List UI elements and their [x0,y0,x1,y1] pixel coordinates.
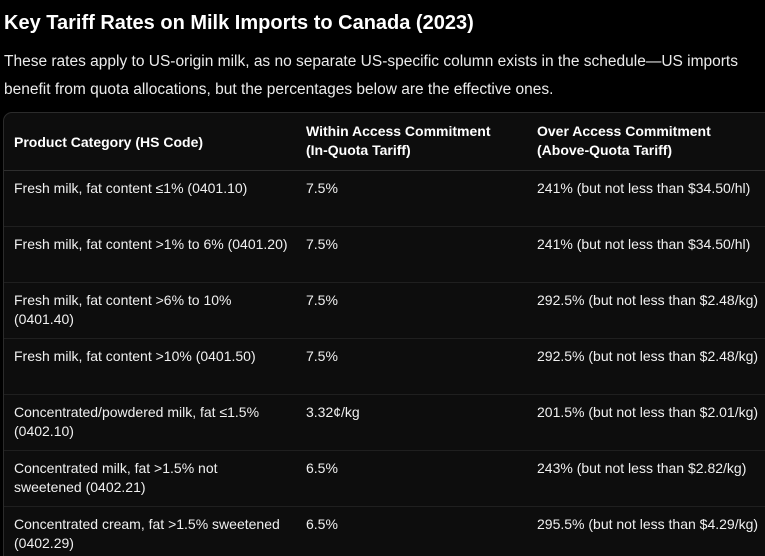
cell-product-category: Concentrated cream, fat >1.5% sweetened … [14,516,280,551]
header-within-access-line1: Within Access Commitment [306,123,491,139]
cell-over-access: 201.5% (but not less than $2.01/kg) [527,394,765,451]
cell-over-access: 292.5% (but not less than $2.48/kg) [527,338,765,395]
cell-within-access: 6.5% [306,516,338,532]
header-over-access-line1: Over Access Commitment [537,123,711,139]
table-row: Concentrated cream, fat >1.5% sweetened … [4,507,765,556]
cell-product-category: Fresh milk, fat content ≤1% (0401.10) [4,170,296,227]
cell-over-access: 241% (but not less than $34.50/hl) [527,170,765,227]
cell-product-category: Fresh milk, fat content >6% to 10% (0401… [4,282,296,339]
table-row: Fresh milk, fat content >1% to 6% (0401.… [4,226,765,283]
tariff-table-card: Product Category (HS Code) Within Access… [3,112,765,556]
cell-product-category: Fresh milk, fat content >1% to 6% (0401.… [4,226,296,283]
header-product-category: Product Category (HS Code) [4,113,296,171]
cell-over-access: 292.5% (but not less than $2.48/kg) [527,282,765,339]
cell-product-category: Concentrated milk, fat >1.5% not sweeten… [4,450,296,507]
intro-paragraph: These rates apply to US-origin milk, as … [4,53,738,98]
page-title: Key Tariff Rates on Milk Imports to Cana… [4,12,474,34]
table-row: Fresh milk, fat content >6% to 10% (0401… [4,282,765,339]
table-row: Fresh milk, fat content >10% (0401.50) 7.… [4,338,765,395]
cell-within-access: 7.5% [296,226,527,283]
cell-within-access: 6.5% [296,450,527,507]
cell-within-access: 7.5% [296,170,527,227]
cell-within-access: 3.32¢/kg [296,394,527,451]
table-header-row: Product Category (HS Code) Within Access… [4,113,765,171]
cell-within-access: 7.5% [296,338,527,395]
cell-over-access: 241% (but not less than $34.50/hl) [527,226,765,283]
header-over-access: Over Access Commitment (Above-Quota Tari… [527,113,765,171]
cell-over-access: 295.5% (but not less than $4.29/kg) [537,516,759,532]
tariff-table: Product Category (HS Code) Within Access… [4,113,765,556]
cell-within-access: 7.5% [296,282,527,339]
cell-over-access: 243% (but not less than $2.82/kg) [527,450,765,507]
header-product-category-label: Product Category (HS Code) [14,133,204,150]
table-row: Fresh milk, fat content ≤1% (0401.10) 7.5… [4,170,765,227]
table-row: Concentrated/powdered milk, fat ≤1.5% (0… [4,394,765,451]
header-within-access: Within Access Commitment (In-Quota Tarif… [296,113,527,171]
header-within-access-line2: (In-Quota Tariff) [306,142,411,158]
cell-product-category: Concentrated/powdered milk, fat ≤1.5% (0… [4,394,296,451]
cell-product-category: Fresh milk, fat content >10% (0401.50) [4,338,296,395]
table-body: Fresh milk, fat content ≤1% (0401.10) 7.5… [4,170,765,556]
header-over-access-line2: (Above-Quota Tariff) [537,142,673,158]
table-row: Concentrated milk, fat >1.5% not sweeten… [4,450,765,507]
